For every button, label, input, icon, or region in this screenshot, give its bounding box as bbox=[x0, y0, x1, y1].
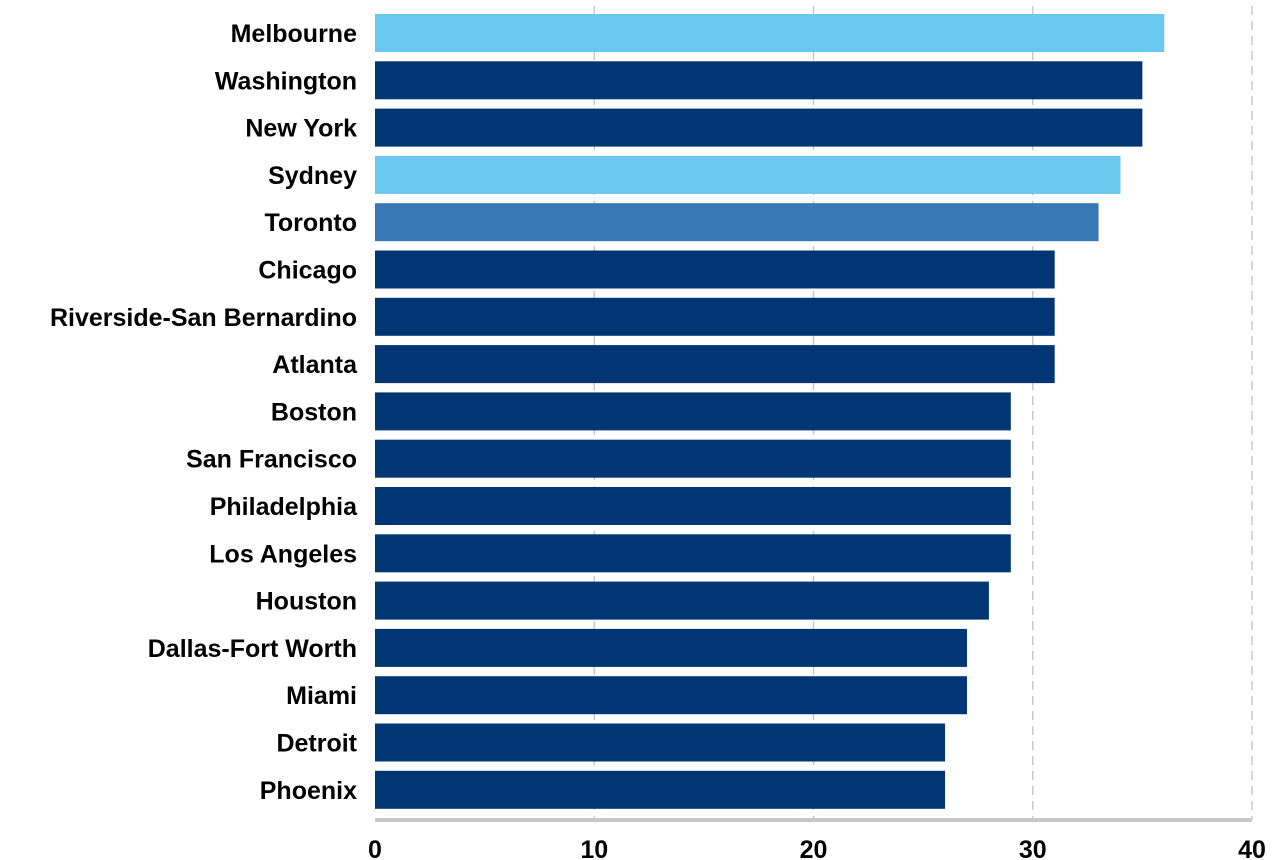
category-label: Dallas-Fort Worth bbox=[148, 635, 357, 663]
category-label: Chicago bbox=[258, 257, 357, 285]
category-label: Toronto bbox=[264, 209, 357, 237]
category-label: Philadelphia bbox=[210, 493, 358, 521]
category-label: Melbourne bbox=[231, 20, 357, 48]
x-tick-labels: 0 10 20 30 40 bbox=[368, 836, 1266, 860]
category-label: Atlanta bbox=[272, 351, 358, 379]
bar bbox=[375, 534, 1011, 573]
x-tick-label: 0 bbox=[368, 836, 382, 860]
bar bbox=[375, 297, 1055, 336]
bar bbox=[375, 676, 967, 715]
category-label: New York bbox=[245, 115, 357, 143]
bar bbox=[375, 155, 1121, 194]
bar bbox=[375, 723, 946, 762]
x-tick-label: 30 bbox=[1019, 836, 1047, 860]
bar bbox=[375, 581, 989, 620]
category-label: Los Angeles bbox=[209, 540, 357, 568]
x-tick-label: 10 bbox=[580, 836, 608, 860]
bar bbox=[375, 108, 1143, 147]
x-tick-label: 40 bbox=[1238, 836, 1266, 860]
bar bbox=[375, 345, 1055, 384]
category-label: Sydney bbox=[268, 162, 357, 190]
bar bbox=[375, 250, 1055, 289]
category-label: San Francisco bbox=[186, 446, 357, 474]
category-labels: Melbourne Washington New York Sydney Toronto… bbox=[50, 20, 358, 805]
bar bbox=[375, 203, 1099, 242]
bar bbox=[375, 770, 946, 809]
category-label: Washington bbox=[215, 67, 357, 95]
category-label: Detroit bbox=[276, 730, 357, 758]
bar bbox=[375, 487, 1011, 525]
bar bbox=[375, 61, 1143, 100]
category-label: Riverside-San Bernardino bbox=[50, 304, 357, 332]
bar bbox=[375, 439, 1011, 478]
bar bbox=[375, 14, 1165, 52]
bar bbox=[375, 628, 967, 667]
category-label: Miami bbox=[286, 682, 357, 710]
category-label: Boston bbox=[271, 398, 357, 426]
category-label: Phoenix bbox=[260, 777, 357, 805]
category-label: Houston bbox=[256, 588, 357, 616]
bar bbox=[375, 392, 1011, 431]
x-tick-label: 20 bbox=[800, 836, 828, 860]
bars bbox=[375, 14, 1165, 809]
